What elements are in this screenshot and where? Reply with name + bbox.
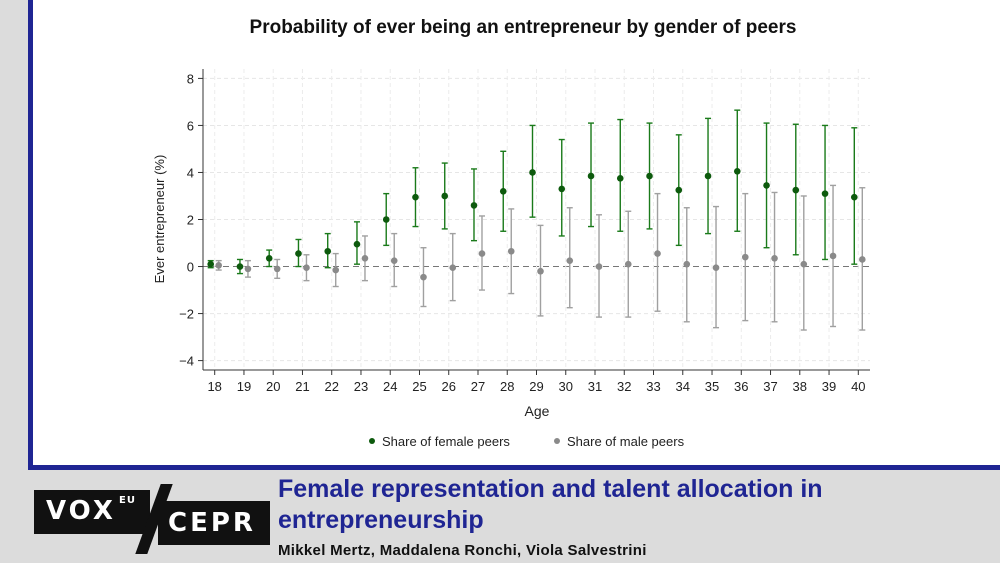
male-estimate-point xyxy=(566,257,574,264)
x-tick-label: 38 xyxy=(793,379,807,394)
gridlines xyxy=(203,69,870,370)
y-tick-label: 6 xyxy=(187,118,194,133)
chart-figure: Probability of ever being an entrepreneu… xyxy=(152,17,870,449)
male-estimate-point xyxy=(537,267,544,275)
female-estimate-point xyxy=(499,187,507,195)
x-tick-label: 40 xyxy=(851,379,865,394)
female-estimate-point xyxy=(792,186,800,194)
female-estimate-point xyxy=(616,175,624,182)
male-estimate-point xyxy=(449,264,457,272)
x-tick-label: 18 xyxy=(207,379,221,394)
x-tick-label: 23 xyxy=(354,379,368,394)
male-estimate-point xyxy=(361,255,369,262)
male-estimate-point xyxy=(215,262,223,269)
female-estimate-point xyxy=(353,240,361,248)
male-estimate-point xyxy=(741,253,749,261)
female-estimate-point xyxy=(763,182,770,189)
female-estimate-point xyxy=(733,167,741,175)
legend: Share of female peers Share of male peers xyxy=(369,434,685,449)
y-tick-label: 8 xyxy=(187,71,194,86)
male-estimate-point xyxy=(800,260,808,268)
x-tick-label: 24 xyxy=(383,379,397,394)
male-estimate-point xyxy=(712,264,720,272)
male-estimate-point xyxy=(273,265,281,273)
x-tick-label: 25 xyxy=(412,379,426,394)
x-tick-label: 37 xyxy=(763,379,777,394)
y-axis-label: Ever entrepreneur (%) xyxy=(152,155,167,284)
male-estimate-point xyxy=(624,260,632,268)
legend-label-male: Share of male peers xyxy=(567,434,685,449)
y-tick-label: 4 xyxy=(187,165,194,180)
female-estimate-point xyxy=(850,193,858,201)
x-tick-label: 36 xyxy=(734,379,748,394)
x-tick-label: 32 xyxy=(617,379,631,394)
chart-title: Probability of ever being an entrepreneu… xyxy=(250,17,797,38)
x-tick-label: 39 xyxy=(822,379,836,394)
vox-eu-logo: VOX EU xyxy=(34,490,150,534)
female-estimate-point xyxy=(470,202,478,209)
article-headline: Female representation and talent allocat… xyxy=(278,475,823,534)
female-estimate-point xyxy=(821,190,829,197)
x-tick-label: 31 xyxy=(588,379,602,394)
male-estimate-point xyxy=(829,252,837,260)
legend-marker-male xyxy=(554,438,560,444)
female-estimate-point xyxy=(675,186,683,194)
female-estimate-point xyxy=(382,216,390,223)
x-tick-label: 21 xyxy=(295,379,309,394)
female-estimate-point xyxy=(265,255,273,262)
female-estimate-point xyxy=(704,172,712,180)
male-estimate-point xyxy=(332,266,340,274)
x-tick-label: 27 xyxy=(471,379,485,394)
x-tick-label: 35 xyxy=(705,379,719,394)
female-estimate-point xyxy=(587,172,595,180)
male-estimate-point xyxy=(303,264,310,272)
x-tick-label: 29 xyxy=(529,379,543,394)
x-tick-label: 30 xyxy=(559,379,573,394)
x-tick-label: 26 xyxy=(442,379,456,394)
y-tick-label: 2 xyxy=(187,213,194,228)
legend-marker-female xyxy=(369,438,375,444)
x-tick-label: 28 xyxy=(500,379,514,394)
x-tick-label: 20 xyxy=(266,379,280,394)
cepr-logo: CEPR xyxy=(158,501,270,545)
male-estimate-point xyxy=(420,273,427,281)
male-estimate-point xyxy=(478,250,486,257)
female-estimate-point xyxy=(412,193,419,201)
female-estimate-point xyxy=(324,247,332,255)
male-estimate-point xyxy=(654,250,661,257)
female-estimate-point xyxy=(646,172,653,180)
article-authors: Mikkel Mertz, Maddalena Ronchi, Viola Sa… xyxy=(278,542,647,559)
x-axis-label: Age xyxy=(525,403,550,419)
y-tick-label: −2 xyxy=(179,307,194,322)
male-estimate-point xyxy=(683,260,691,268)
male-estimate-point xyxy=(595,263,603,270)
male-estimate-point xyxy=(244,265,252,273)
cepr-logo-text: CEPR xyxy=(168,508,256,538)
data-series xyxy=(207,109,866,331)
male-estimate-point xyxy=(507,247,515,255)
vox-logo-text: VOX xyxy=(46,496,116,526)
x-tick-label: 33 xyxy=(646,379,660,394)
x-tick-label: 19 xyxy=(237,379,251,394)
female-estimate-point xyxy=(558,185,566,193)
eu-logo-text: EU xyxy=(119,495,136,506)
y-tick-label: 0 xyxy=(187,260,194,275)
male-estimate-point xyxy=(858,256,866,263)
x-tick-label: 34 xyxy=(676,379,690,394)
male-estimate-point xyxy=(390,257,398,264)
female-estimate-point xyxy=(441,192,449,200)
female-estimate-point xyxy=(295,250,302,257)
female-estimate-point xyxy=(236,263,244,270)
x-tick-label: 22 xyxy=(324,379,338,394)
y-tick-label: −4 xyxy=(179,354,194,369)
legend-label-female: Share of female peers xyxy=(382,434,510,449)
male-estimate-point xyxy=(771,255,778,262)
female-estimate-point xyxy=(529,169,536,176)
female-estimate-point xyxy=(207,260,215,268)
